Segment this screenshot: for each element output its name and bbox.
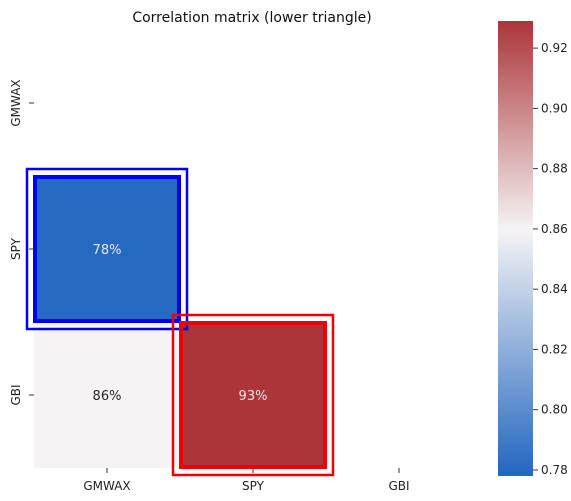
x-tick-label: GBI xyxy=(388,479,409,493)
colorbar-tick-label: 0.90 xyxy=(541,101,568,115)
colorbar-tick-label: 0.80 xyxy=(541,403,568,417)
y-tick-label: SPY xyxy=(9,237,23,260)
cell-highlights xyxy=(25,167,335,477)
highlight-inner-box xyxy=(179,321,327,469)
colorbar-tick-label: 0.78 xyxy=(541,463,568,477)
colorbar-gradient xyxy=(498,21,533,476)
x-tick-label: SPY xyxy=(242,479,265,493)
x-tick-label: GMWAX xyxy=(83,479,130,493)
colorbar-tick-label: 0.82 xyxy=(541,342,568,356)
colorbar-tick-label: 0.84 xyxy=(541,282,568,296)
chart-title: Correlation matrix (lower triangle) xyxy=(132,10,371,26)
colorbar-tick-label: 0.92 xyxy=(541,41,568,55)
colorbar-tick-label: 0.86 xyxy=(541,222,568,236)
cell-value-label: 78% xyxy=(93,243,122,258)
colorbar-tick-label: 0.88 xyxy=(541,162,568,176)
heatmap-cell xyxy=(34,322,180,468)
colorbar: 0.78 0.80 0.82 0.84 0.86 0.88 0.90 0.92 xyxy=(498,21,568,477)
y-tick-label: GBI xyxy=(9,384,23,405)
x-axis: GMWAX SPY GBI xyxy=(83,468,410,493)
highlight-outer-box xyxy=(171,313,335,477)
cell-value-label: 93% xyxy=(239,389,268,404)
y-axis: GMWAX SPY GBI xyxy=(9,79,34,406)
heatmap-cell xyxy=(180,322,326,468)
y-tick-label: GMWAX xyxy=(9,79,23,126)
heatmap-cell xyxy=(34,176,180,322)
highlight-inner-box xyxy=(33,175,181,323)
highlight-outer-box xyxy=(25,167,189,331)
cell-value-label: 86% xyxy=(93,389,122,404)
heatmap-cells: 78% 86% 93% xyxy=(34,176,326,468)
